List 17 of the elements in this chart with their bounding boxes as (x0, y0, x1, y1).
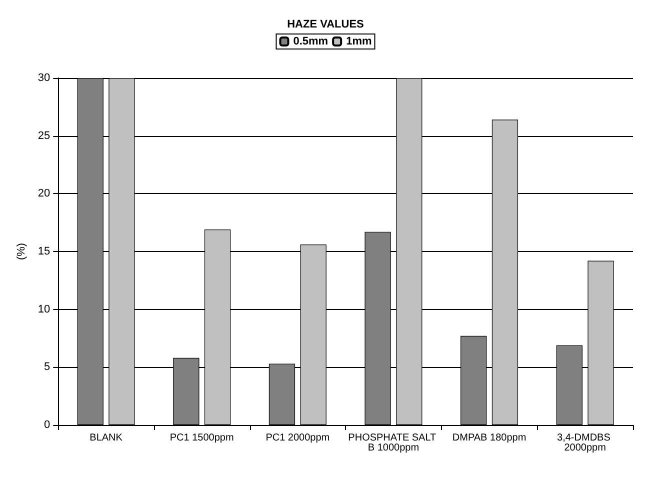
x-tick-label: DMPAB 180ppm (452, 432, 526, 444)
legend-label: 1mm (346, 36, 372, 48)
y-tick-label: 15 (38, 246, 50, 258)
y-tick-label: 10 (38, 303, 50, 316)
x-tick-label: PC1 2000ppm (266, 432, 330, 444)
y-tick-label: 5 (44, 361, 50, 374)
y-axis-title: (%) (16, 242, 28, 260)
y-tick-label: 0 (44, 419, 50, 431)
x-tick-label: BLANK (90, 432, 123, 444)
y-tick-label: 20 (38, 188, 50, 200)
chart-title: HAZE VALUES (287, 18, 364, 30)
y-tick-label: 25 (38, 130, 50, 142)
x-tick-label: PHOSPHATE SALT B 1000ppm (348, 432, 439, 454)
x-tick-label: 3,4-DMDBS 2000ppm (557, 432, 614, 454)
y-tick-label: 30 (38, 72, 50, 84)
x-tick-label: PC1 1500ppm (170, 432, 234, 444)
legend-label: 0.5mm (293, 36, 328, 48)
